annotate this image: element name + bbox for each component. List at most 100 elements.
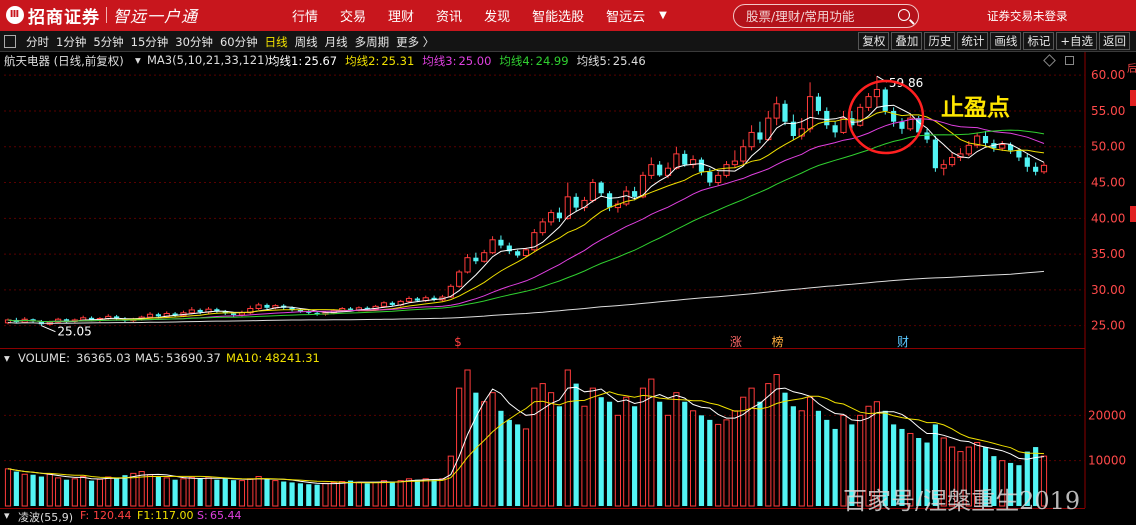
volume-bar — [765, 383, 772, 507]
volume-bar — [214, 479, 220, 506]
candle-body — [857, 106, 864, 126]
ma-label: MA3(5,10,21,33,121) — [147, 53, 269, 67]
tool-button[interactable]: +自选 — [1056, 32, 1097, 50]
period-tab[interactable]: 15分钟 — [130, 35, 169, 49]
candle-body — [364, 307, 370, 310]
ma5-line — [7, 270, 1045, 324]
volume-ma5-line — [7, 386, 1045, 485]
indicator-s-label: S: — [197, 509, 208, 522]
tool-button[interactable]: 画线 — [990, 32, 1022, 50]
volume-bar — [899, 428, 905, 506]
volume-bar — [940, 437, 947, 507]
volume-bar — [481, 401, 488, 507]
period-tab[interactable]: 日线 — [264, 35, 288, 49]
volume-bar — [197, 478, 203, 506]
login-status[interactable]: 证券交易未登录 — [987, 9, 1068, 23]
candle-body — [623, 190, 630, 205]
candle-body — [1016, 150, 1022, 158]
candle-body — [707, 171, 713, 183]
volume-bar — [698, 415, 705, 506]
tool-button[interactable]: 返回 — [1099, 32, 1130, 50]
period-tab[interactable]: 更多 〉 — [396, 35, 435, 49]
volume-bar — [30, 474, 36, 506]
search-icon[interactable] — [898, 9, 910, 21]
period-tab[interactable]: 1分钟 — [56, 35, 87, 49]
period-tab[interactable]: 60分钟 — [219, 35, 258, 49]
candle-body — [949, 156, 956, 166]
period-tab[interactable]: 分时 — [26, 35, 49, 49]
nav-item[interactable]: 发现 — [484, 10, 511, 25]
volume-bar — [564, 369, 571, 507]
chart-settings-icon[interactable]: ▾ — [135, 53, 141, 67]
candle-body — [214, 309, 220, 312]
nav-item[interactable]: 交易 — [340, 10, 367, 25]
volume-bar — [13, 471, 19, 506]
volume-bar — [230, 480, 237, 506]
volume-bar — [205, 476, 212, 507]
nav-item[interactable]: 理财 — [388, 10, 415, 25]
volume-bar — [673, 392, 680, 507]
candle-body — [606, 193, 613, 208]
layout-toggle-icon[interactable] — [4, 35, 16, 48]
nav-more-caret-icon[interactable]: ▼ — [659, 10, 667, 21]
volume-bar — [38, 476, 45, 506]
candle-body — [657, 164, 663, 176]
period-tab[interactable]: 周线 — [294, 35, 318, 49]
period-tab[interactable]: 30分钟 — [175, 35, 213, 49]
indicator-f1-value: 117.00 — [155, 509, 194, 522]
nav-item[interactable]: 资讯 — [436, 10, 463, 25]
candle-body — [522, 249, 530, 257]
period-tabs: 分时 1分钟 5分钟 15分钟 30分钟 60分钟 日线 周线 月线 多周期 更多 〉 — [26, 34, 441, 50]
tool-button[interactable]: 复权 — [858, 32, 890, 50]
volume-bar — [96, 478, 103, 507]
ma-item-label: 均线3: — [422, 54, 457, 68]
candle-body — [748, 131, 755, 148]
volume-bar — [623, 396, 630, 507]
period-tab[interactable]: 5分钟 — [93, 35, 124, 49]
candle-body — [974, 135, 981, 146]
nav-item[interactable]: 智远云 — [606, 10, 646, 25]
period-tab[interactable]: 月线 — [324, 35, 348, 49]
candle-body — [464, 257, 471, 273]
volume-bar — [380, 480, 388, 507]
candle-body — [539, 221, 546, 234]
ma-values: 均线1: 25.67 均线2: 25.31 均线3: 25.00 均线4: 24.99 均线5:… — [268, 53, 654, 69]
volume-bar — [782, 392, 788, 506]
volume-bar — [130, 472, 137, 507]
candle-body — [873, 88, 880, 98]
candle-body — [632, 191, 638, 197]
volume-bar — [690, 410, 697, 507]
tool-button[interactable]: 统计 — [957, 32, 989, 50]
volume-bar — [832, 428, 838, 506]
volume-bar — [632, 406, 638, 506]
price-tick-label: 30.00 — [1091, 283, 1125, 297]
volume-bar — [606, 401, 613, 506]
ma-item-label: 均线1: — [268, 54, 303, 68]
volume-bar — [347, 480, 354, 506]
tool-button[interactable]: 历史 — [924, 32, 956, 50]
volume-bar — [297, 483, 304, 506]
nav-item[interactable]: 智能选股 — [532, 10, 585, 25]
indicator-settings-icon[interactable]: ▾ — [4, 509, 10, 522]
price-tick-label: 45.00 — [1091, 176, 1125, 190]
candle-body — [773, 103, 780, 119]
volume-bar — [1033, 447, 1039, 506]
nav-item[interactable]: 行情 — [292, 10, 319, 25]
candle-body — [114, 316, 120, 319]
candle-body — [88, 317, 95, 320]
event-marker: 财 — [897, 335, 909, 349]
volume-bar — [138, 471, 145, 507]
search-input[interactable] — [746, 6, 886, 26]
square-icon[interactable] — [1065, 56, 1074, 65]
volume-bar — [456, 387, 463, 507]
tool-button[interactable]: 标记 — [1023, 32, 1055, 50]
volume-bar — [389, 481, 395, 506]
period-tab[interactable]: 多周期 — [354, 35, 390, 49]
tool-button[interactable]: 叠加 — [891, 32, 923, 50]
candle-body — [506, 245, 512, 252]
volume-bar — [573, 383, 579, 506]
volume-bar — [272, 480, 279, 507]
brand-logo[interactable]: Ⅲ 招商证券 智远一户通 — [6, 3, 198, 28]
volume-settings-icon[interactable]: ▾ — [4, 351, 10, 365]
